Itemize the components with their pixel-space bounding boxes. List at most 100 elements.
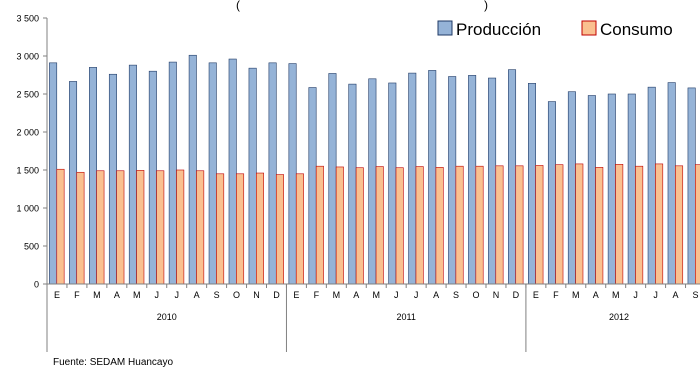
bar-consumo [176, 169, 185, 285]
y-tick-label: 3 500 [16, 14, 39, 24]
source-note: Fuente: SEDAM Huancayo [53, 357, 174, 368]
bar-consumo [615, 164, 624, 285]
x-tick-label-month: N [493, 290, 500, 300]
bar-produccion [49, 62, 58, 285]
bar-consumo [196, 170, 205, 285]
bar-consumo [96, 170, 105, 285]
bar-consumo [335, 166, 344, 285]
x-tick-label-year: 2011 [397, 312, 416, 322]
legend: Producción Consumo [437, 20, 673, 39]
bar-consumo [256, 172, 265, 285]
x-tick-label-month: M [373, 290, 381, 300]
bar-consumo [415, 166, 424, 285]
bar-produccion [268, 62, 277, 285]
x-tick-label-month: M [93, 290, 101, 300]
bar-consumo [315, 165, 324, 285]
legend-swatch-produccion [437, 20, 453, 36]
bar-produccion [468, 75, 477, 285]
x-tick-label-month: A [673, 290, 679, 300]
x-tick-label-month: D [513, 290, 520, 300]
bar-consumo [475, 165, 484, 285]
bar-consumo [595, 167, 604, 285]
bar-produccion [128, 64, 137, 285]
x-tick-label-month: J [155, 290, 160, 300]
x-axis: E F M A M J J A S O N D E F M A M J J A S O N D E F M A M J J A S 2010 201… [46, 283, 700, 352]
bar-consumo [535, 165, 544, 285]
bar-consumo [375, 166, 384, 285]
bar-produccion [108, 73, 117, 285]
bar-produccion [587, 95, 596, 285]
y-tick-label: 1 500 [16, 166, 39, 176]
x-tick-label-month: E [54, 290, 60, 300]
bar-consumo [515, 165, 524, 285]
bar-consumo [156, 170, 165, 285]
legend-swatch-consumo [581, 20, 597, 36]
x-tick-label-month: M [612, 290, 620, 300]
x-tick-label-month: E [293, 290, 299, 300]
bar-produccion [89, 67, 97, 285]
bar-consumo [116, 170, 125, 285]
x-tick-label-month: E [533, 290, 539, 300]
x-tick-label-year: 2010 [157, 312, 177, 322]
bar-produccion [288, 63, 297, 285]
bar-produccion [567, 91, 576, 285]
bar-consumo [695, 164, 700, 285]
bar-consumo [555, 164, 564, 285]
bar-produccion [647, 86, 656, 285]
bar-consumo [275, 174, 284, 285]
x-tick-label-month: S [214, 290, 220, 300]
y-tick-label: 0 [34, 280, 39, 290]
x-tick-label-year: 2012 [609, 312, 629, 322]
bar-consumo [136, 170, 145, 285]
bar-produccion [408, 72, 417, 285]
x-tick-label-month: J [414, 290, 419, 300]
x-tick-label-month: S [693, 290, 699, 300]
bar-produccion [547, 101, 556, 285]
bar-produccion [528, 83, 536, 285]
bar-consumo [655, 163, 664, 285]
x-tick-label-month: J [174, 290, 179, 300]
bar-produccion [428, 70, 437, 285]
bar-produccion [388, 82, 397, 285]
bar-produccion [687, 87, 696, 285]
bar-produccion [667, 82, 676, 285]
x-tick-label-month: O [233, 290, 240, 300]
x-tick-label-month: F [74, 290, 80, 300]
x-tick-label-month: M [133, 290, 141, 300]
chart-title-fragment-right: ) [484, 0, 488, 12]
x-tick-label-month: F [314, 290, 320, 300]
y-tick-label: 3 000 [16, 52, 39, 62]
bar-produccion [69, 81, 78, 285]
bar-produccion [508, 69, 517, 285]
bar-produccion [607, 93, 616, 285]
bar-produccion [308, 87, 317, 285]
x-tick-label-month: A [114, 290, 120, 300]
bar-consumo [76, 171, 85, 285]
bar-produccion [148, 70, 157, 285]
y-axis: 0 500 1 000 1 500 2 000 2 500 3 000 3 500 [16, 14, 48, 290]
x-tick-label-month: M [572, 290, 580, 300]
bar-consumo [455, 165, 464, 285]
bar-consumo [635, 165, 644, 285]
y-tick-label: 2 000 [16, 128, 39, 138]
x-tick-label-month: A [593, 290, 599, 300]
x-tick-label-month: A [433, 290, 439, 300]
bar-consumo [575, 163, 584, 285]
x-tick-label-month: D [273, 290, 280, 300]
bar-produccion [168, 61, 177, 285]
x-tick-label-month: O [473, 290, 480, 300]
bar-consumo [56, 168, 65, 285]
bar-consumo [355, 167, 364, 285]
bar-produccion [188, 54, 197, 285]
x-tick-label-month: F [553, 290, 559, 300]
bar-produccion [228, 58, 237, 285]
legend-label-produccion: Producción [456, 20, 541, 39]
bar-consumo [395, 167, 404, 285]
bar-produccion [627, 93, 636, 285]
bar-produccion [368, 78, 377, 285]
x-tick-label-month: N [253, 290, 260, 300]
bar-consumo [295, 173, 304, 285]
bar-produccion [448, 76, 457, 285]
bars-group [49, 54, 700, 285]
x-tick-label-month: A [194, 290, 200, 300]
